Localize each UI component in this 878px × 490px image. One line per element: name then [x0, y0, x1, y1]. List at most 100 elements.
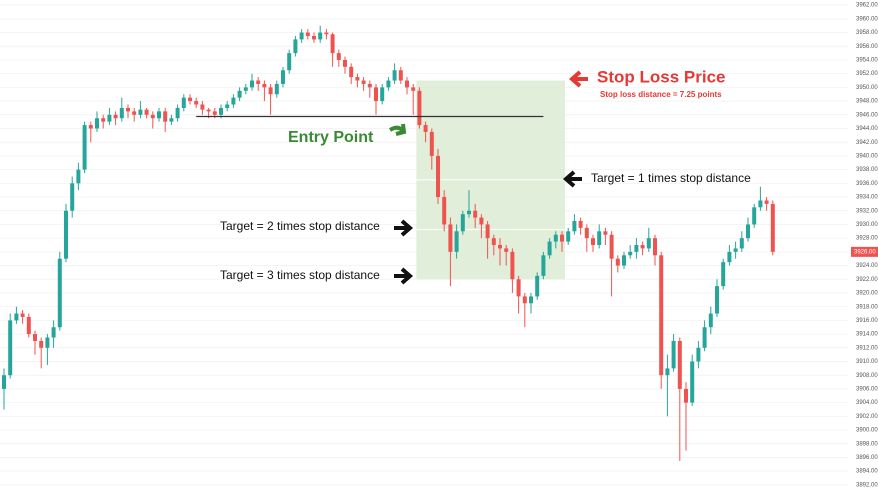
- y-tick-label: 3924.00: [856, 263, 878, 269]
- candle-body: [467, 210, 471, 215]
- candle-body: [429, 131, 434, 156]
- candle-body: [752, 207, 757, 225]
- candle-body: [206, 109, 211, 112]
- candle-body: [659, 255, 664, 376]
- y-tick-label: 3894.00: [856, 469, 878, 475]
- y-tick-label: 3952.00: [856, 71, 878, 77]
- candle-body: [473, 210, 478, 218]
- candle-body: [721, 262, 726, 287]
- candle-body: [82, 125, 87, 170]
- candle-body: [138, 109, 143, 115]
- candle-body: [200, 104, 205, 110]
- candle-body: [653, 238, 657, 256]
- candle-body: [578, 221, 583, 228]
- last-price-tag: [851, 246, 878, 257]
- candle-body: [250, 80, 254, 88]
- y-tick-label: 3892.00: [856, 482, 878, 488]
- candle-body: [746, 224, 750, 239]
- candle-body: [144, 109, 149, 115]
- candle-body: [281, 70, 285, 84]
- price-axis: 3962.00 3960.00 3958.00 3956.00 3954.00 3952.…: [851, 3, 878, 488]
- candle-body: [256, 80, 261, 84]
- candle-body: [622, 255, 626, 266]
- candle-body: [330, 34, 335, 54]
- candle-body: [498, 245, 502, 249]
- candle-body: [169, 118, 174, 122]
- candle-body: [535, 275, 540, 297]
- target-3-label: Target = 3 times stop distance: [220, 268, 380, 282]
- candle-body: [57, 258, 62, 328]
- candle-body: [312, 35, 316, 40]
- candle-body: [181, 97, 186, 108]
- candle-body: [529, 296, 533, 304]
- candle-body: [665, 368, 670, 376]
- candle-body: [764, 200, 769, 204]
- candle-body: [566, 231, 571, 242]
- candle-body: [553, 234, 558, 242]
- candle-body: [88, 125, 93, 129]
- y-tick-label: 3912.00: [856, 345, 878, 351]
- y-tick-label: 3956.00: [856, 44, 878, 50]
- candle-body: [243, 87, 248, 91]
- entry-arrow: [388, 123, 407, 136]
- candle-body: [64, 210, 68, 259]
- stop-distance-label: Stop loss distance = 7.25 points: [600, 90, 722, 99]
- candle-body: [423, 125, 428, 132]
- candle-body: [175, 107, 180, 119]
- y-tick-label: 3900.00: [856, 428, 878, 434]
- candle-body: [157, 111, 161, 119]
- trade-zone: [416, 80, 565, 280]
- candle-body: [318, 32, 323, 40]
- candle-body: [101, 118, 106, 122]
- candle-body: [287, 53, 292, 71]
- y-tick-label: 3922.00: [856, 277, 878, 283]
- y-tick-label: 3928.00: [856, 236, 878, 242]
- candle-body: [448, 224, 453, 252]
- candle-body: [671, 340, 676, 369]
- stop-loss-label: Stop Loss Price: [597, 67, 725, 86]
- y-tick-label: 3938.00: [856, 167, 878, 173]
- candle-body: [609, 234, 614, 259]
- candle-body: [541, 255, 546, 276]
- y-tick-label: 3960.00: [856, 16, 878, 22]
- candle-body: [2, 375, 6, 389]
- candle-body: [634, 245, 639, 252]
- candle-body: [640, 245, 645, 249]
- candle-body: [237, 90, 242, 98]
- candle-body: [8, 320, 13, 376]
- candle-body: [212, 111, 217, 115]
- candle-body: [45, 337, 50, 348]
- candle-body: [132, 111, 137, 115]
- candle-body: [591, 238, 595, 245]
- candle-body: [293, 39, 298, 54]
- candle-body: [361, 80, 366, 84]
- y-tick-label: 3906.00: [856, 386, 878, 392]
- y-tick-label: 3932.00: [856, 208, 878, 214]
- candle-body: [411, 87, 416, 91]
- candle-body: [219, 107, 223, 115]
- candle-body: [677, 340, 682, 389]
- candle-body: [188, 97, 192, 102]
- target-1-label: Target = 1 times stop distance: [591, 171, 751, 185]
- y-tick-label: 3908.00: [856, 373, 878, 379]
- candle-body: [324, 32, 329, 35]
- candle-body: [336, 53, 341, 60]
- entry-label: Entry Point: [288, 129, 374, 146]
- candle-body: [696, 347, 701, 362]
- candle-body: [107, 114, 112, 122]
- candle-body: [504, 248, 509, 252]
- y-tick-label: 3902.00: [856, 414, 878, 420]
- target-2-label: Target = 2 times stop distance: [220, 219, 380, 233]
- candle-body: [510, 251, 515, 280]
- candle-body: [76, 169, 81, 184]
- candle-body: [454, 231, 459, 252]
- candle-body: [715, 286, 719, 314]
- candle-body: [485, 224, 490, 239]
- candle-body: [14, 313, 19, 321]
- candle-body: [708, 313, 713, 328]
- candle-body: [392, 70, 397, 81]
- candle-body: [126, 107, 130, 112]
- y-tick-label: 3940.00: [856, 153, 878, 159]
- y-tick-label: 3916.00: [856, 318, 878, 324]
